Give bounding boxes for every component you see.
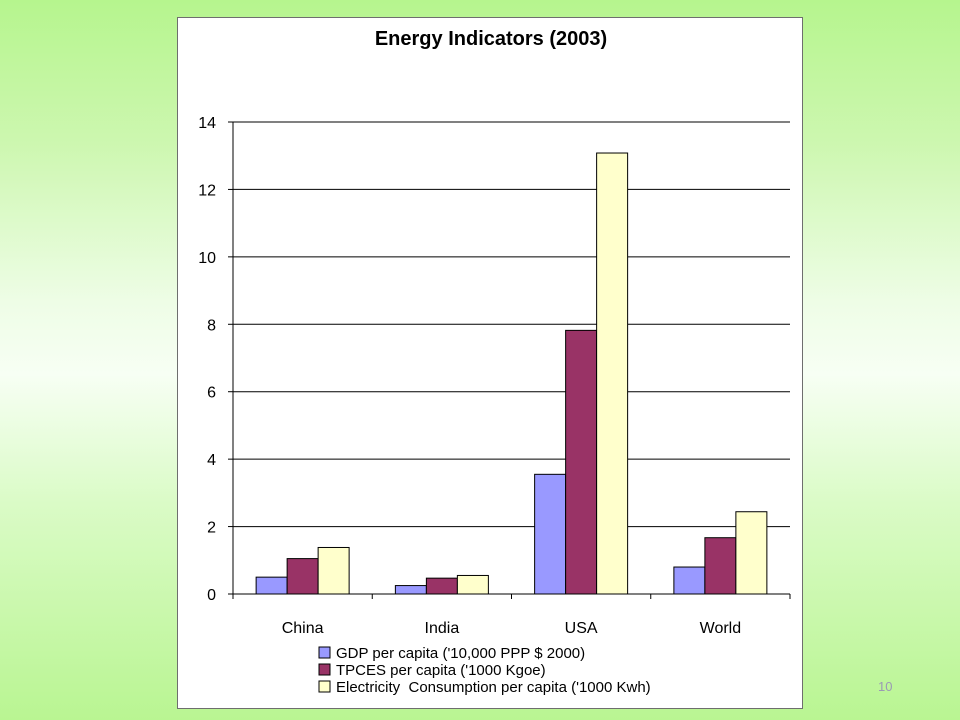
x-tick-label: USA (565, 620, 598, 637)
y-tick-label: 4 (207, 452, 216, 469)
legend: GDP per capita ('10,000 PPP $ 2000)TPCES… (318, 645, 651, 696)
bar (704, 537, 737, 595)
legend-swatch (318, 680, 331, 693)
legend-label: TPCES per capita ('1000 Kgoe) (336, 662, 546, 679)
y-tick-label: 10 (198, 250, 216, 267)
y-tick-label: 0 (207, 587, 216, 604)
chart-svg: Energy Indicators (2003) 0 2 4 6 8 10 12 14 Chin… (198, 28, 791, 696)
bar (534, 473, 567, 595)
x-tick-label: India (425, 620, 460, 637)
bar (317, 546, 350, 595)
x-tick-label: China (282, 620, 324, 637)
bar (425, 577, 458, 595)
bar (673, 566, 706, 595)
chart-frame: Energy Indicators (2003) 0 2 4 6 8 10 12 14 Chin… (177, 17, 803, 709)
x-tick-label: World (700, 620, 742, 637)
bar (255, 576, 288, 595)
y-tick-label: 14 (198, 115, 216, 132)
y-tick-label: 6 (207, 385, 216, 402)
bar (596, 152, 629, 595)
legend-label: GDP per capita ('10,000 PPP $ 2000) (336, 645, 585, 662)
bar (565, 329, 598, 595)
bar (456, 574, 489, 595)
y-tick-label: 12 (198, 182, 216, 199)
legend-swatch (318, 646, 331, 659)
plot-area: 0 2 4 6 8 10 12 14 China India USA World (198, 115, 791, 637)
slide-number: 10 (878, 679, 893, 694)
y-tick-label: 2 (207, 520, 216, 537)
bar (735, 511, 768, 595)
legend-swatch (318, 663, 331, 676)
bar (394, 585, 427, 595)
legend-label: Electricity Consumption per capita ('100… (336, 679, 651, 696)
bar (286, 558, 319, 595)
y-tick-label: 8 (207, 317, 216, 334)
chart-title: Energy Indicators (2003) (375, 28, 607, 50)
